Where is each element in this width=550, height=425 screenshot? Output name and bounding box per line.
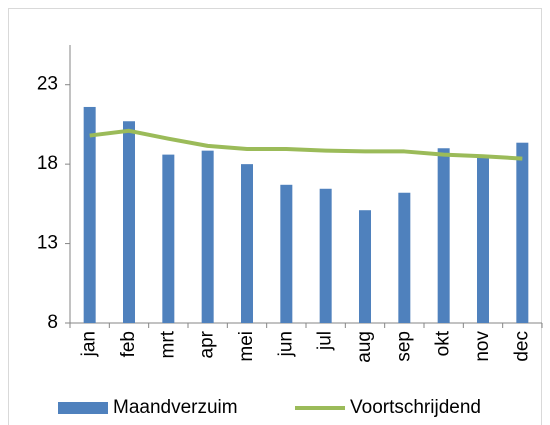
bar bbox=[359, 210, 371, 323]
legend-label: Voortschrijdend bbox=[350, 397, 481, 418]
y-tick-label: 13 bbox=[37, 233, 58, 254]
legend-label: Maandverzuim bbox=[113, 397, 238, 418]
x-tick-label: dec bbox=[511, 331, 532, 362]
x-tick-label: jun bbox=[275, 331, 296, 357]
x-tick-label: mei bbox=[236, 331, 257, 362]
y-tick-label: 23 bbox=[37, 74, 58, 95]
bar bbox=[319, 188, 332, 323]
bar bbox=[477, 156, 489, 323]
x-tick-label: jul bbox=[315, 331, 336, 351]
x-tick-label: sep bbox=[393, 331, 414, 362]
x-tick-label: feb bbox=[118, 331, 139, 357]
x-tick-label: nov bbox=[472, 331, 493, 362]
bar bbox=[201, 150, 214, 323]
bar bbox=[398, 192, 411, 323]
bar bbox=[280, 184, 293, 323]
bar bbox=[437, 148, 450, 323]
x-tick-label: apr bbox=[197, 330, 218, 358]
y-tick-label: 8 bbox=[47, 312, 58, 333]
legend-swatch bbox=[58, 402, 108, 414]
bar bbox=[123, 121, 135, 323]
x-tick-label: aug bbox=[354, 331, 375, 363]
bar bbox=[162, 154, 175, 323]
bar bbox=[241, 164, 253, 323]
x-tick-label: mrt bbox=[157, 330, 178, 358]
bar bbox=[83, 106, 96, 323]
y-tick-label: 18 bbox=[37, 153, 58, 174]
line bbox=[89, 128, 523, 161]
x-tick-label: jan bbox=[79, 331, 100, 357]
bar bbox=[516, 142, 529, 323]
x-tick-label: okt bbox=[433, 330, 454, 356]
chart-border bbox=[8, 8, 542, 425]
